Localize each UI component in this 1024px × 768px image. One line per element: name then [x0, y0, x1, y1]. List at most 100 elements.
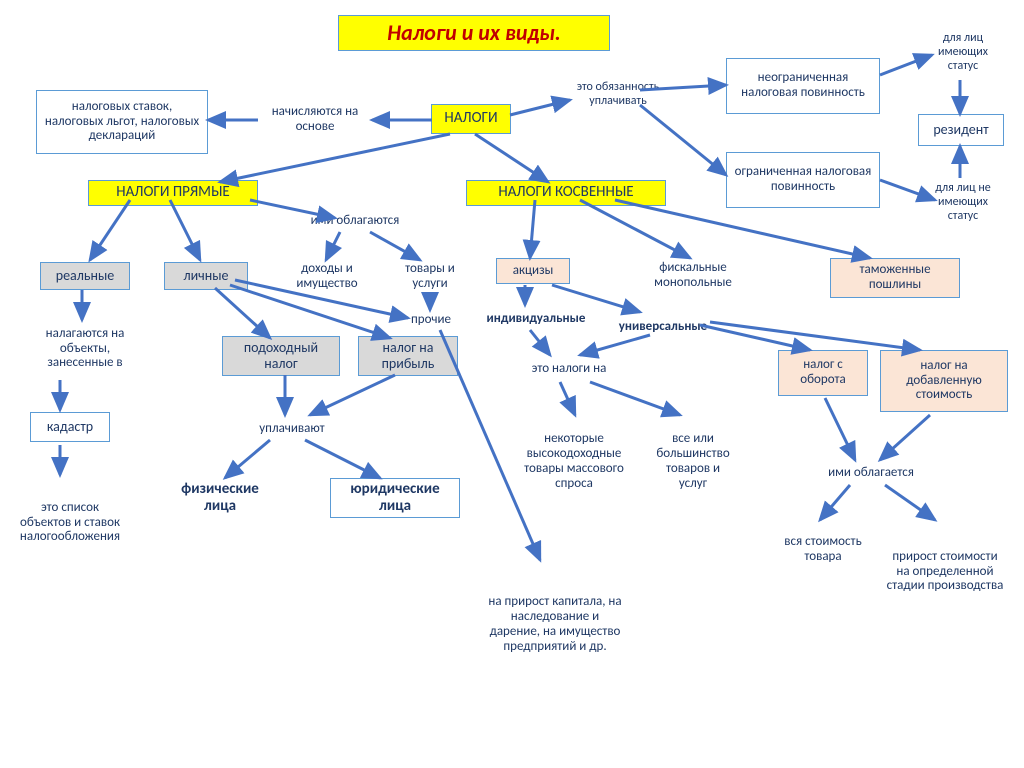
node-direct: НАЛОГИ ПРЯМЫЕ — [88, 180, 258, 206]
node-indirect: НАЛОГИ КОСВЕННЫЕ — [466, 180, 666, 206]
node-personal: личные — [164, 262, 248, 290]
text-income-tax: подоходный налог — [228, 340, 334, 372]
arrow-taxes-obligation — [510, 100, 570, 115]
text-resident: резидент — [933, 122, 988, 138]
node-vat: налог на добавленную стоимость — [880, 350, 1008, 412]
arrow-direct-real — [90, 200, 130, 260]
node-legal: юридические лица — [330, 478, 460, 518]
arrow-vat-levied2 — [880, 415, 930, 460]
node-cadastre-def: это список объектов и ставок налогооблож… — [15, 478, 125, 568]
node-value-growth: прирост стоимости на определенной стадии… — [880, 522, 1010, 622]
text-high-income: некоторые высокодоходные товары массовог… — [515, 432, 633, 492]
text-indirect: НАЛОГИ КОСВЕННЫЕ — [498, 184, 633, 201]
node-imposed-obj: налагаются на объекты, занесенные в — [30, 320, 140, 378]
arrow-taxes-direct — [220, 134, 450, 182]
text-universal: универсальные — [619, 320, 707, 335]
text-income-prop: доходы и имущество — [287, 262, 367, 292]
text-customs: таможенные пошлины — [836, 263, 954, 293]
arrow-levied2-all_value — [820, 485, 850, 520]
text-levied2: ими облагается — [828, 466, 914, 481]
node-universal: универсальные — [598, 316, 728, 338]
text-cadastre: кадастр — [47, 419, 93, 435]
node-no-status: для лиц не имеющих статус — [918, 178, 1008, 228]
node-customs: таможенные пошлины — [830, 258, 960, 298]
arrow-turnover-levied2 — [825, 398, 855, 460]
text-limited: ограниченная налоговая повинность — [732, 165, 874, 195]
node-turnover: налог с оборота — [778, 350, 868, 396]
node-pay: уплачивают — [242, 418, 342, 440]
node-income-tax: подоходный налог — [222, 336, 340, 376]
text-levied: ими облагаются — [311, 214, 400, 229]
text-value-growth: прирост стоимости на определенной стадии… — [885, 550, 1005, 595]
text-fiscal: фискальные монопольные — [633, 261, 753, 291]
node-cadastre: кадастр — [30, 412, 110, 442]
text-all-value: вся стоимость товара — [783, 535, 863, 565]
text-unlimited: неограниченная налоговая повинность — [732, 71, 874, 101]
node-goods-serv: товары и услуги — [388, 258, 472, 296]
text-real: реальные — [56, 268, 115, 284]
node-obligation: это обязанность уплачивать — [568, 72, 668, 118]
arrow-pay-phys — [225, 440, 270, 478]
node-limited: ограниченная налоговая повинность — [726, 152, 880, 208]
text-rates: налоговых ставок, налоговых льгот, налог… — [42, 100, 202, 145]
title-box: Налоги и их виды. — [338, 15, 610, 51]
arrow-these_taxes-all_goods — [590, 382, 680, 415]
text-turnover: налог с оборота — [784, 358, 862, 388]
node-phys: физические лица — [160, 478, 280, 518]
arrow-taxes-indirect — [475, 134, 548, 182]
node-other: прочие — [400, 310, 462, 330]
text-personal: личные — [183, 268, 228, 284]
text-cadastre-def: это список объектов и ставок налогооблож… — [20, 501, 120, 546]
arrow-pay-legal — [305, 440, 380, 478]
node-all-goods: все или большинство товаров и услуг — [648, 418, 738, 506]
text-goods-serv: товары и услуги — [393, 262, 467, 292]
arrow-individual-these_taxes — [530, 330, 550, 355]
text-legal: юридические лица — [336, 481, 454, 516]
node-profit-tax: налог на прибыль — [358, 336, 458, 376]
text-capital-growth: на прирост капитала, на наследование и д… — [485, 595, 625, 655]
text-individual: индивидуальные — [487, 312, 586, 327]
text-imposed-obj: налагаются на объекты, занесенные в — [35, 327, 135, 372]
node-capital-growth: на прирост капитала, на наследование и д… — [480, 560, 630, 690]
text-other: прочие — [411, 313, 451, 328]
node-fiscal: фискальные монопольные — [628, 258, 758, 294]
node-all-value: вся стоимость товара — [778, 522, 868, 578]
arrow-direct-personal — [170, 200, 200, 260]
text-profit-tax: налог на прибыль — [364, 340, 452, 372]
text-these-taxes: это налоги на — [532, 362, 607, 377]
node-resident: резидент — [918, 114, 1004, 146]
text-direct: НАЛОГИ ПРЯМЫЕ — [116, 184, 229, 201]
arrow-profit_tax-pay — [310, 375, 395, 415]
title-text: Налоги и их виды. — [387, 20, 561, 45]
node-real: реальные — [40, 262, 130, 290]
arrow-levied-income_prop — [326, 232, 340, 260]
arrow-indirect-excise — [530, 200, 535, 258]
arrow-these_taxes-high_income — [560, 382, 575, 415]
arrow-indirect-customs — [615, 200, 870, 258]
text-all-goods: все или большинство товаров и услуг — [653, 432, 733, 492]
text-obligation: это обязанность уплачивать — [573, 81, 663, 109]
text-phys: физические лица — [165, 481, 275, 516]
text-excise: акцизы — [513, 264, 553, 279]
node-rates: налоговых ставок, налоговых льгот, налог… — [36, 90, 208, 154]
text-has-status: для лиц имеющих статус — [925, 32, 1001, 73]
node-levied2: ими облагается — [806, 462, 936, 484]
arrow-levied-goods_serv — [370, 232, 420, 260]
arrow-personal-income_tax — [215, 288, 270, 338]
node-unlimited: неограниченная налоговая повинность — [726, 58, 880, 114]
node-levied: ими облагаются — [290, 210, 420, 232]
arrow-levied2-value_growth — [885, 485, 935, 520]
node-individual: индивидуальные — [460, 308, 612, 330]
node-these-taxes: это налоги на — [510, 358, 628, 380]
node-accrued: начисляются на основе — [258, 100, 372, 140]
text-vat: налог на добавленную стоимость — [886, 359, 1002, 404]
text-no-status: для лиц не имеющих статус — [923, 182, 1003, 223]
arrow-universal-vat — [710, 322, 920, 350]
node-taxes: НАЛОГИ — [431, 104, 511, 134]
node-has-status: для лиц имеющих статус — [920, 28, 1006, 78]
text-accrued: начисляются на основе — [263, 105, 367, 135]
node-excise: акцизы — [496, 258, 570, 284]
node-income-prop: доходы и имущество — [282, 258, 372, 296]
node-high-income: некоторые высокодоходные товары массовог… — [510, 418, 638, 506]
arrow-universal-these_taxes — [580, 335, 650, 355]
